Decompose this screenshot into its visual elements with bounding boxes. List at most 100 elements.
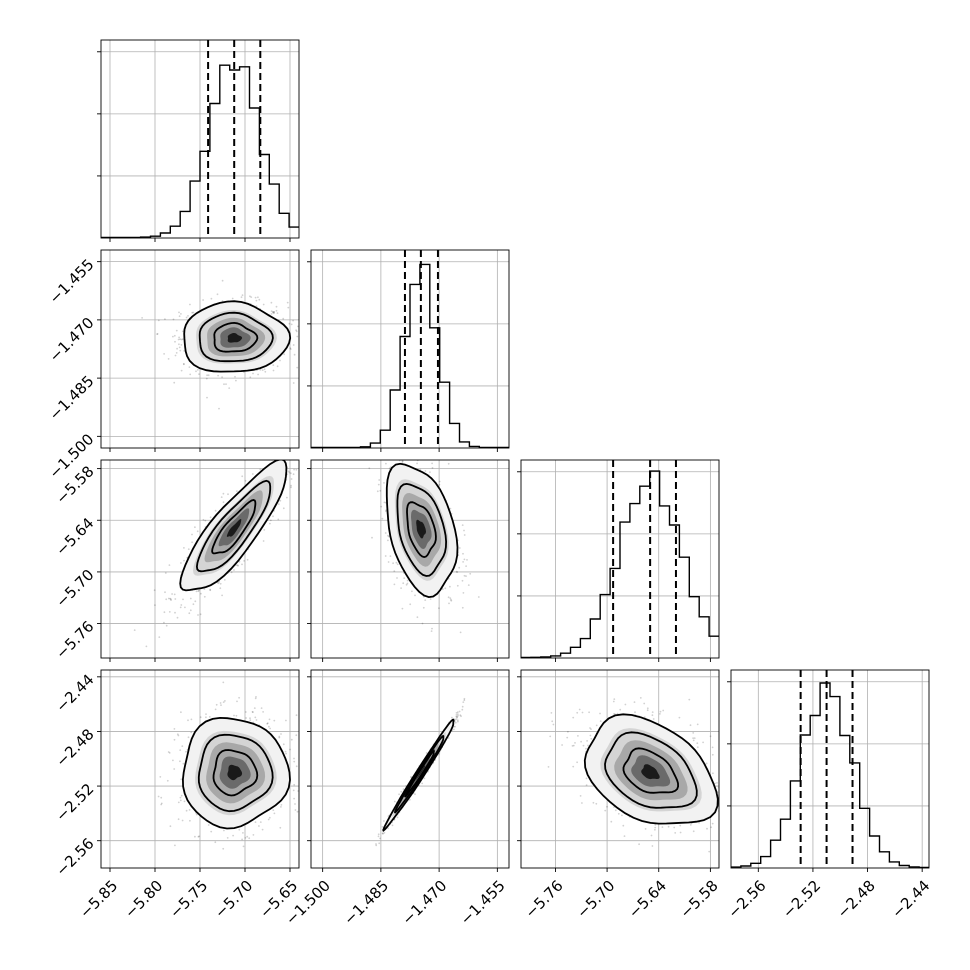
sample-point: [179, 796, 182, 799]
sample-point: [179, 760, 181, 763]
sample-point: [257, 296, 259, 299]
sample-point: [141, 317, 144, 319]
sample-point: [290, 478, 293, 480]
sample-point: [423, 777, 426, 780]
sample-point: [180, 604, 183, 606]
sample-point: [448, 602, 450, 605]
scatter-panel-0-3: [97, 669, 304, 872]
sample-point: [278, 736, 281, 739]
sample-point: [411, 456, 413, 458]
sample-point: [606, 805, 608, 808]
sample-point: [643, 716, 646, 718]
sample-point: [244, 837, 247, 839]
sample-point: [381, 832, 384, 835]
sample-point: [444, 587, 447, 590]
sample-point: [218, 580, 221, 583]
sample-point: [302, 783, 304, 785]
sample-point: [307, 342, 309, 344]
sample-point: [305, 372, 307, 374]
sample-point: [241, 294, 244, 297]
sample-point: [209, 588, 212, 591]
sample-point: [424, 470, 427, 472]
hist-panel-0: [97, 39, 300, 242]
sample-point: [396, 816, 399, 819]
sample-point: [198, 589, 200, 592]
sample-point: [233, 569, 235, 571]
sample-point: [459, 714, 462, 716]
sample-point: [255, 305, 258, 307]
sample-point: [467, 584, 470, 586]
sample-point: [175, 329, 178, 332]
sample-point: [431, 467, 434, 469]
sample-point: [203, 588, 206, 590]
contour-inner: [404, 749, 435, 798]
sample-point: [456, 584, 459, 587]
sample-point: [261, 369, 264, 371]
sample-point: [402, 582, 405, 585]
sample-point: [286, 301, 289, 304]
sample-point: [457, 720, 459, 723]
sample-point: [646, 707, 649, 710]
sample-point: [368, 467, 371, 470]
sample-point: [156, 333, 159, 335]
sample-point: [709, 735, 712, 738]
sample-point: [551, 720, 554, 723]
sample-point: [206, 396, 208, 399]
sample-point: [447, 462, 450, 465]
sample-point: [178, 346, 181, 349]
sample-point: [398, 793, 400, 796]
sample-point: [207, 374, 210, 377]
contour-outer: [382, 718, 455, 832]
sample-point: [177, 818, 180, 821]
sample-point: [272, 515, 274, 518]
sample-point: [179, 799, 182, 802]
sample-point: [181, 819, 184, 822]
sample-point: [410, 776, 412, 778]
sample-point: [191, 311, 194, 314]
density-fill: [227, 333, 243, 343]
sample-point: [408, 456, 410, 458]
sample-point: [279, 499, 282, 502]
sample-point: [280, 806, 282, 808]
sample-point: [451, 716, 453, 719]
sample-point: [222, 492, 225, 495]
sample-point: [376, 490, 379, 493]
sample-point: [183, 547, 185, 549]
sample-point: [177, 801, 180, 804]
sample-point: [256, 454, 258, 456]
sample-point: [379, 489, 382, 492]
sample-point: [207, 824, 210, 826]
sample-point: [252, 711, 254, 713]
sample-point: [447, 596, 450, 599]
sample-point: [289, 748, 291, 751]
sample-point: [171, 593, 174, 595]
sample-point: [170, 598, 172, 600]
panel-content: [101, 670, 304, 868]
sample-point: [457, 713, 459, 716]
sample-point: [238, 828, 241, 831]
sample-point: [214, 841, 217, 844]
sample-point: [172, 759, 174, 762]
sample-point: [613, 713, 615, 715]
sample-point: [396, 563, 399, 566]
sample-point: [268, 816, 271, 819]
hist-panel-3: [727, 669, 930, 872]
sample-point: [168, 752, 171, 754]
sample-point: [156, 333, 159, 335]
scatter-panel-0-1: [97, 249, 309, 452]
sample-point: [173, 738, 176, 741]
sample-point: [178, 311, 180, 314]
sample-point: [289, 348, 292, 350]
sample-point: [441, 588, 444, 591]
sample-point: [272, 311, 274, 314]
sample-point: [385, 510, 387, 513]
sample-point: [183, 559, 185, 562]
sample-point: [292, 382, 295, 384]
sample-point: [194, 835, 196, 838]
sample-point: [387, 561, 390, 563]
sample-point: [196, 530, 199, 533]
sample-point: [462, 701, 465, 703]
sample-point: [466, 559, 468, 561]
sample-point: [180, 369, 183, 372]
